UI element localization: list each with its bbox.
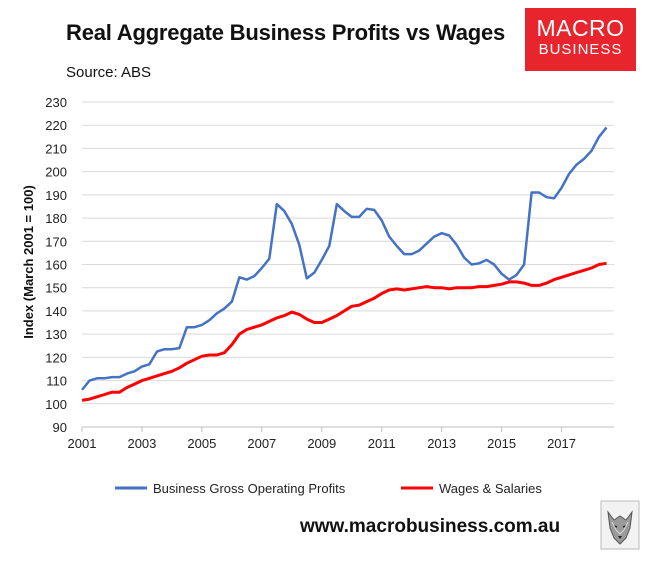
chart-title: Real Aggregate Business Profits vs Wages xyxy=(66,20,506,45)
x-tick-label: 2001 xyxy=(68,436,97,451)
x-tick-label: 2015 xyxy=(487,436,516,451)
macrobusiness-logo: MACRO BUSINESS xyxy=(525,8,636,71)
y-tick-label: 180 xyxy=(45,211,67,226)
y-tick-label: 220 xyxy=(45,118,67,133)
y-tick-label: 120 xyxy=(45,350,67,365)
x-tick-label: 2017 xyxy=(547,436,576,451)
x-tick-label: 2009 xyxy=(307,436,336,451)
y-tick-label: 140 xyxy=(45,304,67,319)
series-lines xyxy=(81,126,608,402)
y-axis-label: Index (March 2001 = 100) xyxy=(21,185,36,339)
y-tick-label: 90 xyxy=(53,420,67,435)
y-tick-label: 200 xyxy=(45,165,67,180)
gridlines xyxy=(82,101,614,405)
x-tick-label: 2013 xyxy=(427,436,456,451)
wolf-mascot-icon xyxy=(600,500,640,550)
y-tick-label: 230 xyxy=(45,95,67,110)
x-tick-label: 2007 xyxy=(247,436,276,451)
legend: Business Gross Operating Profits Wages & … xyxy=(115,481,542,496)
legend-label: Business Gross Operating Profits xyxy=(153,481,346,496)
x-tick-label: 2005 xyxy=(187,436,216,451)
y-tick-label: 150 xyxy=(45,281,67,296)
x-tick-label: 2003 xyxy=(127,436,156,451)
y-tick-label: 170 xyxy=(45,234,67,249)
y-tick-label: 100 xyxy=(45,397,67,412)
logo-line-1: MACRO xyxy=(536,15,625,41)
source-note: Source: ABS xyxy=(66,64,152,81)
y-tick-label: 130 xyxy=(45,327,67,342)
logo-line-2: BUSINESS xyxy=(538,41,623,58)
x-tick-label: 2011 xyxy=(368,436,396,451)
y-tick-label: 160 xyxy=(45,258,67,273)
legend-label: Wages & Salaries xyxy=(439,481,542,496)
y-tick-label: 110 xyxy=(46,374,67,389)
y-tick-label: 190 xyxy=(45,188,67,203)
wages-series-line xyxy=(81,261,607,402)
line-chart: 90 100 110 120 130 140 150 160 170 180 190 200 210 22… xyxy=(21,95,614,496)
x-axis-ticks: 2001 2003 2005 2007 2009 2011 2013 2015 2017 xyxy=(68,427,576,451)
y-axis-ticks: 90 100 110 120 130 140 150 160 170 180 190 200 210 22… xyxy=(45,95,67,435)
website-url: www.macrobusiness.com.au xyxy=(300,516,561,537)
profits-series-line xyxy=(81,126,608,391)
y-tick-label: 210 xyxy=(45,141,67,156)
